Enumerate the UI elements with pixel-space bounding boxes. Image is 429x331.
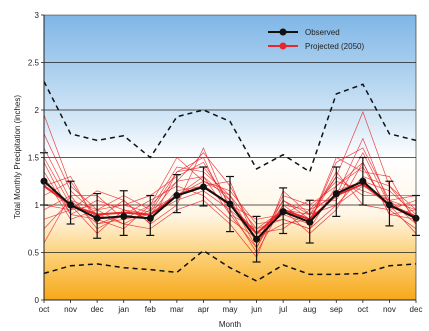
legend-projected-label: Projected (2050) — [305, 42, 364, 51]
legend-projected-marker — [279, 42, 287, 50]
observed-point — [199, 183, 207, 191]
x-tick-label: nov — [383, 305, 396, 314]
x-tick-label: jan — [117, 305, 129, 314]
y-tick-label: 0.5 — [28, 249, 40, 258]
x-tick-label: apr — [198, 305, 210, 314]
observed-point — [253, 235, 261, 243]
y-axis-label: Total Monthly Precipitation (inches) — [13, 95, 22, 219]
observed-point — [146, 214, 154, 222]
x-tick-label: oct — [358, 305, 369, 314]
x-axis-label: Month — [219, 320, 241, 329]
observed-point — [67, 201, 75, 209]
x-tick-label: nov — [64, 305, 77, 314]
x-tick-label: may — [222, 305, 237, 314]
observed-point — [120, 212, 128, 220]
y-tick-labels: 0 0.5 1 1.5 2 2.5 3 — [28, 11, 44, 305]
legend-observed-label: Observed — [305, 28, 340, 37]
x-tick-labels: oct nov dec jan feb mar apr may jun jul aug sep oct n… — [39, 300, 423, 314]
legend: Observed Projected (2050) — [268, 28, 364, 51]
x-tick-label: jun — [250, 305, 262, 314]
observed-point — [306, 218, 314, 226]
observed-point — [359, 177, 367, 185]
x-tick-label: jul — [278, 305, 287, 314]
observed-point — [385, 201, 393, 209]
y-tick-label: 1.5 — [28, 154, 40, 163]
y-tick-label: 2.5 — [28, 59, 40, 68]
y-tick-label: 1 — [35, 201, 40, 210]
observed-point — [332, 190, 340, 198]
x-tick-label: oct — [39, 305, 50, 314]
x-tick-label: feb — [145, 305, 157, 314]
x-tick-label: aug — [303, 305, 316, 314]
lower-bound-line — [43, 249, 417, 282]
bound-lines — [43, 81, 417, 282]
observed-point — [93, 214, 101, 222]
y-tick-label: 3 — [35, 11, 40, 20]
observed-series — [40, 177, 420, 243]
x-tick-label: dec — [91, 305, 104, 314]
legend-observed-marker — [279, 28, 287, 36]
observed-point — [173, 192, 181, 199]
y-tick-label: 0 — [35, 296, 40, 305]
x-tick-label: dec — [410, 305, 423, 314]
x-tick-label: mar — [170, 305, 184, 314]
upper-bound-line — [43, 81, 417, 173]
observed-point — [279, 208, 287, 216]
observed-point — [226, 200, 234, 208]
y-tick-label: 2 — [35, 106, 40, 115]
x-tick-label: sep — [330, 305, 343, 314]
